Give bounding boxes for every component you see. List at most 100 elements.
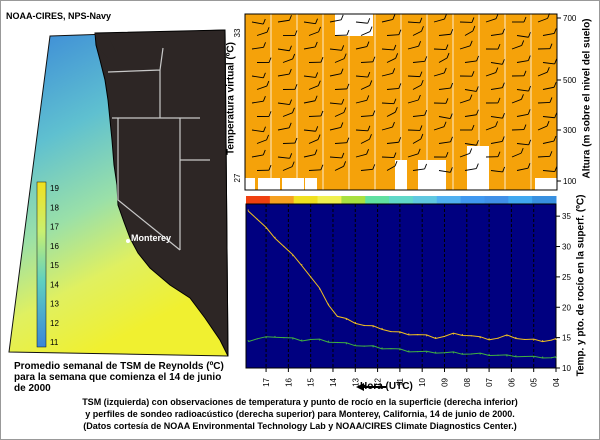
wind-barb [433, 48, 446, 50]
series-point [470, 335, 472, 337]
wind-barb [542, 33, 555, 36]
wind-barb [334, 58, 345, 63]
series-point [506, 335, 508, 337]
x-tick-label: 13 [351, 377, 360, 386]
wind-barb [407, 99, 419, 104]
wind-barb [256, 85, 267, 90]
wind-barb-flag [419, 17, 423, 24]
series-point [497, 354, 499, 356]
x-axis-label: Hora (UTC) [360, 381, 413, 392]
series-point [479, 337, 481, 339]
wind-barb [438, 141, 451, 144]
wind-barb [381, 72, 393, 77]
wind-barb-flag [419, 71, 423, 77]
wind-barb [511, 45, 522, 50]
legend-tick-label: 16 [50, 242, 59, 251]
missing-data-cell [535, 178, 557, 190]
wind-barb [438, 33, 451, 36]
y-tick-label: 30 [562, 243, 571, 252]
wind-barb-flag [372, 164, 376, 170]
wind-barb-flag [449, 167, 453, 173]
legend-tick-label: 13 [50, 300, 59, 309]
wind-barb-flag [501, 136, 505, 142]
legend-tick-label: 12 [50, 319, 59, 328]
profiler-frame [244, 13, 558, 191]
time-color-strip [246, 196, 557, 204]
x-tick-label: 14 [329, 377, 338, 386]
wind-barb [329, 19, 342, 23]
wind-barb [412, 60, 425, 63]
series-point [515, 355, 517, 357]
wind-barb [459, 153, 470, 158]
wind-barb-flag [398, 83, 402, 89]
wind-barb-flag [394, 107, 398, 113]
color-strip-segment [389, 196, 414, 204]
wind-barb-flag [315, 18, 318, 24]
wind-barb [360, 61, 373, 63]
wind-barb [329, 73, 342, 77]
wind-barb [516, 143, 529, 146]
wind-barb [329, 156, 342, 159]
wind-barb-flag [262, 72, 266, 79]
wind-barb [407, 21, 420, 24]
wind-barb [381, 48, 394, 51]
wind-barb [433, 126, 445, 131]
wind-barb-flag [443, 121, 447, 127]
wind-barb-flag [369, 134, 372, 140]
wind-barb [511, 98, 522, 104]
series-point [470, 353, 472, 355]
legend-tick-label: 17 [50, 223, 59, 232]
wind-barb [542, 170, 555, 172]
wind-barb [360, 138, 370, 144]
surface-y-axis-label: Temp. y pto. de rocío en la superf. (ºC) [575, 194, 587, 377]
series-point [292, 338, 294, 340]
wind-barb-flag [419, 125, 423, 131]
wind-barb [412, 114, 425, 117]
color-strip-segment [317, 196, 342, 204]
figure-caption: TSM (izquierda) con observaciones de tem… [0, 396, 600, 432]
wind-barb-flag [445, 151, 449, 158]
wind-barb [329, 48, 342, 51]
color-strip-segment [436, 196, 462, 204]
series-point [390, 347, 392, 350]
wind-barb [490, 62, 503, 65]
series-point [265, 227, 267, 229]
wind-barb [256, 31, 268, 36]
wind-barb-flag [549, 151, 553, 157]
wind-barb-flag [520, 147, 524, 154]
wind-barb [334, 112, 345, 117]
series-point [247, 340, 249, 342]
color-strip-segment [508, 196, 533, 204]
wind-barb [381, 102, 394, 105]
wind-barb [277, 156, 290, 159]
series-point [310, 338, 312, 341]
series-point [372, 326, 374, 328]
series-point [550, 339, 553, 341]
wind-barb-flag [289, 153, 293, 159]
series-point [354, 321, 356, 324]
surface-x-ticks: 17 16 15 14 13 12 11 10 09 08 07 06 05 04 [262, 368, 561, 387]
wind-barb [308, 85, 319, 90]
wind-barb [412, 168, 425, 171]
y-tick-label: 20 [562, 303, 571, 312]
wind-barb [308, 139, 319, 144]
profiler-left-tick: 27 [233, 173, 242, 182]
wind-barb [438, 57, 448, 63]
wind-barb-flag [523, 16, 527, 23]
wind-barb [516, 167, 529, 171]
series-point [506, 355, 508, 357]
wind-barb [438, 170, 451, 173]
series-point [283, 245, 285, 248]
wind-barb-flag [369, 80, 373, 86]
series-point [434, 337, 437, 339]
x-tick-label: 05 [530, 377, 539, 386]
map-caption-line: de 2000 [14, 383, 51, 394]
wind-barb-flag [317, 80, 321, 86]
profiler-right-tick-label: 500 [563, 76, 577, 85]
wind-barb-flag [263, 42, 266, 48]
wind-barb-flag [268, 57, 272, 63]
wind-barb-flag [475, 163, 479, 169]
color-strip-segment [246, 196, 271, 204]
wind-barb [542, 86, 555, 90]
wind-barb [355, 75, 368, 78]
